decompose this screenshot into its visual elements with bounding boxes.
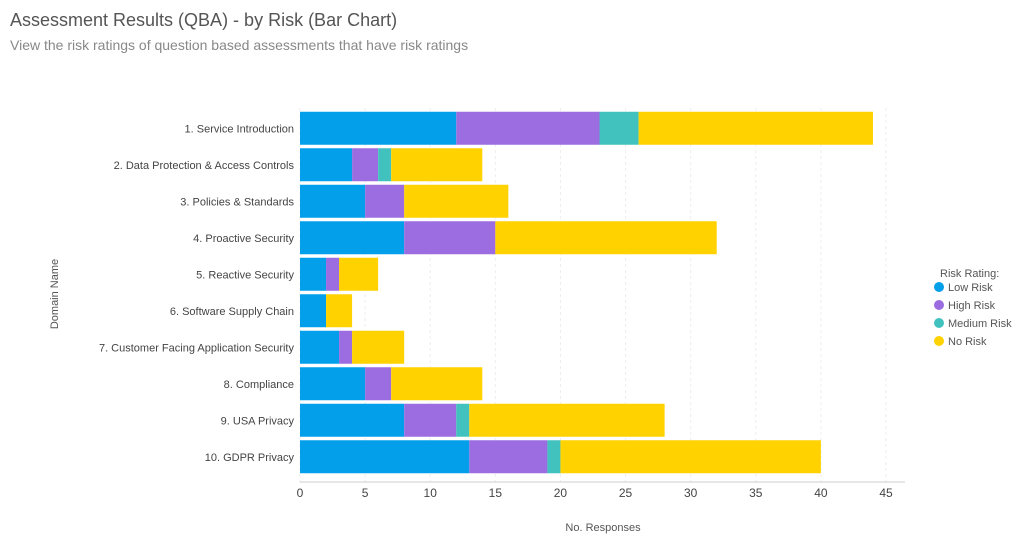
bar-segment	[638, 111, 873, 145]
y-tick-label: 1. Service Introduction	[185, 123, 294, 135]
bar-segment	[352, 148, 379, 182]
bar-segment	[599, 111, 639, 145]
bar-segment	[404, 221, 496, 255]
bar-segment	[365, 367, 392, 401]
bar-segment	[326, 257, 340, 291]
x-tick-label: 25	[619, 486, 633, 500]
bar-segment	[365, 184, 405, 218]
x-tick-label: 45	[879, 486, 893, 500]
bar-segment	[300, 367, 366, 401]
bar-segment	[469, 403, 665, 437]
bar-segment	[326, 294, 353, 328]
legend-swatch	[934, 336, 944, 346]
bar-segment	[352, 330, 405, 364]
bar-segment	[300, 294, 327, 328]
y-tick-label: 3. Policies & Standards	[180, 196, 294, 208]
bar-segment	[495, 221, 717, 255]
y-tick-label: 10. GDPR Privacy	[205, 452, 295, 464]
y-axis-title: Domain Name	[49, 259, 61, 329]
y-tick-label: 8. Compliance	[224, 379, 294, 391]
bar-segment	[456, 111, 600, 145]
x-tick-label: 10	[424, 486, 438, 500]
x-tick-label: 5	[362, 486, 369, 500]
x-axis-title: No. Responses	[565, 522, 641, 534]
legend-label: No Risk	[948, 336, 987, 348]
page-subtitle: View the risk ratings of question based …	[10, 37, 469, 53]
y-tick-label: 2. Data Protection & Access Controls	[114, 160, 295, 172]
legend-swatch	[934, 300, 944, 310]
bar-segment	[456, 403, 470, 437]
bar-segment	[404, 403, 457, 437]
bar-segment	[469, 440, 548, 474]
bar-segment	[300, 184, 366, 218]
bar-segment	[300, 221, 405, 255]
bar-segment	[378, 148, 392, 182]
x-tick-label: 0	[297, 486, 304, 500]
x-tick-label: 35	[749, 486, 763, 500]
x-tick-label: 15	[489, 486, 503, 500]
bar-segment	[391, 367, 483, 401]
x-tick-label: 20	[554, 486, 568, 500]
legend-label: Low Risk	[948, 282, 993, 294]
bar-segment	[339, 257, 379, 291]
bar-segment	[547, 440, 561, 474]
y-tick-label: 9. USA Privacy	[221, 415, 295, 427]
bar-segment	[339, 330, 353, 364]
x-tick-label: 30	[684, 486, 698, 500]
y-tick-label: 6. Software Supply Chain	[170, 306, 294, 318]
bar-segment	[404, 184, 509, 218]
legend-title: Risk Rating:	[940, 268, 999, 280]
bar-segment	[391, 148, 483, 182]
y-tick-label: 4. Proactive Security	[193, 233, 294, 245]
bar-segment	[300, 148, 353, 182]
legend-swatch	[934, 318, 944, 328]
y-tick-label: 7. Customer Facing Application Security	[99, 342, 295, 354]
legend-swatch	[934, 282, 944, 292]
bar-segment	[300, 440, 470, 474]
legend-label: Medium Risk	[948, 318, 1012, 330]
bar-segment	[300, 330, 340, 364]
y-tick-label: 5. Reactive Security	[196, 269, 294, 281]
legend-label: High Risk	[948, 300, 996, 312]
x-tick-label: 40	[814, 486, 828, 500]
bar-segment	[560, 440, 821, 474]
bar-segment	[300, 257, 327, 291]
page-title: Assessment Results (QBA) - by Risk (Bar …	[10, 10, 398, 30]
bar-segment	[300, 111, 457, 145]
bar-segment	[300, 403, 405, 437]
